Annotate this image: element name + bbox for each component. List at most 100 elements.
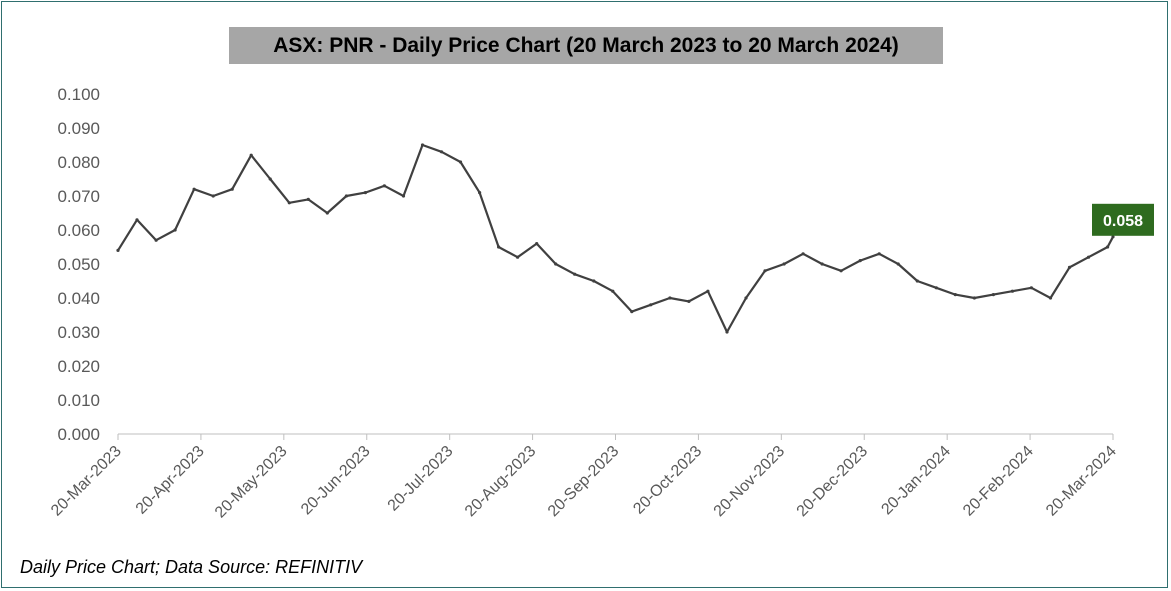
price-segment xyxy=(402,143,424,198)
price-series xyxy=(116,143,1115,334)
y-tick-label: 0.000 xyxy=(57,425,100,444)
price-segment xyxy=(1030,286,1052,300)
price-point xyxy=(249,153,253,157)
last-price-text: 0.058 xyxy=(1103,213,1143,230)
price-point xyxy=(668,296,672,300)
x-tick-label: 20-Mar-2023 xyxy=(48,443,125,520)
x-tick-label: 20-May-2023 xyxy=(212,443,291,522)
price-segment xyxy=(820,262,843,272)
price-segment xyxy=(459,160,481,194)
price-segment xyxy=(516,242,538,259)
price-point xyxy=(972,296,977,300)
price-point xyxy=(135,218,139,222)
price-segment xyxy=(1106,235,1115,249)
y-axis: 0.000 0.010 0.020 0.030 0.040 0.050 0.060 0.070… xyxy=(57,85,100,444)
price-point xyxy=(1029,286,1033,290)
x-tick-label: 20-Sep-2023 xyxy=(545,443,623,521)
price-point xyxy=(535,242,539,246)
last-price-badge xyxy=(1092,203,1154,236)
price-segment xyxy=(878,252,900,266)
price-point xyxy=(1048,296,1053,300)
price-point xyxy=(820,262,824,266)
x-tick-label: 20-Apr-2023 xyxy=(133,443,208,518)
price-segment xyxy=(440,150,462,164)
x-tick-label: 20-Mar-2024 xyxy=(1043,443,1120,520)
x-tick-label: 20-Jun-2023 xyxy=(298,443,374,519)
price-point xyxy=(154,238,158,242)
price-segment xyxy=(954,293,976,300)
y-tick-label: 0.070 xyxy=(57,187,100,206)
price-segment xyxy=(1011,286,1033,293)
y-tick-label: 0.020 xyxy=(57,357,100,376)
x-tick-label: 20-Jan-2024 xyxy=(878,443,954,519)
x-tick-label: 20-Aug-2023 xyxy=(462,443,540,521)
price-point xyxy=(725,330,729,334)
price-point xyxy=(839,269,843,273)
price-segment xyxy=(973,293,995,300)
price-point xyxy=(344,194,348,198)
price-segment xyxy=(611,290,633,313)
price-point xyxy=(915,279,919,283)
price-segment xyxy=(1049,266,1071,300)
price-point xyxy=(573,272,577,276)
price-point xyxy=(363,191,367,195)
price-segment xyxy=(193,188,215,198)
price-point xyxy=(1086,255,1091,259)
price-segment xyxy=(174,188,196,232)
price-point xyxy=(325,211,329,215)
y-tick-label: 0.060 xyxy=(57,221,100,240)
price-segment xyxy=(839,259,862,272)
price-point xyxy=(801,252,805,256)
price-point xyxy=(934,286,938,290)
price-segment xyxy=(155,228,177,242)
price-point xyxy=(744,296,748,300)
price-point xyxy=(458,160,463,164)
price-segment xyxy=(592,279,614,293)
price-point xyxy=(382,184,386,188)
price-point xyxy=(991,293,996,297)
price-point xyxy=(516,255,520,259)
price-point xyxy=(478,191,482,195)
price-segment xyxy=(801,252,824,266)
price-segment xyxy=(554,262,576,276)
y-tick-label: 0.050 xyxy=(57,255,100,274)
price-segment xyxy=(383,184,405,198)
price-segment xyxy=(269,177,291,204)
price-point xyxy=(706,289,710,293)
price-segment xyxy=(478,191,500,249)
price-segment xyxy=(687,290,710,303)
price-segment xyxy=(497,245,519,259)
price-segment xyxy=(421,143,443,153)
y-tick-label: 0.030 xyxy=(57,323,100,342)
y-tick-label: 0.080 xyxy=(57,153,100,172)
price-point xyxy=(649,303,653,307)
price-point xyxy=(306,197,310,201)
price-segment xyxy=(935,286,957,296)
x-tick-label: 20-Dec-2023 xyxy=(794,443,872,520)
price-point xyxy=(630,310,634,314)
x-tick-label: 20-Oct-2023 xyxy=(630,443,705,518)
price-segment xyxy=(573,273,595,283)
price-segment xyxy=(1087,245,1109,259)
price-segment xyxy=(326,194,348,215)
last-price-label: 0.058 xyxy=(1092,203,1154,236)
price-point xyxy=(173,228,177,232)
price-point xyxy=(211,194,215,198)
price-point xyxy=(1067,265,1072,269)
price-segment xyxy=(668,296,691,303)
x-tick-label: 20-Feb-2024 xyxy=(960,443,1037,520)
chart-caption: Daily Price Chart; Data Source: REFINITI… xyxy=(20,557,363,577)
price-point xyxy=(763,269,767,273)
price-segment xyxy=(116,218,139,252)
price-point xyxy=(554,262,558,266)
price-segment xyxy=(649,296,672,306)
price-point xyxy=(116,248,120,252)
price-point xyxy=(782,262,786,266)
price-segment xyxy=(250,154,272,181)
price-segment xyxy=(345,191,367,198)
price-point xyxy=(401,194,406,198)
chart-title: ASX: PNR - Daily Price Chart (20 March 2… xyxy=(229,27,943,64)
price-point xyxy=(192,187,196,191)
price-point xyxy=(1106,245,1110,249)
